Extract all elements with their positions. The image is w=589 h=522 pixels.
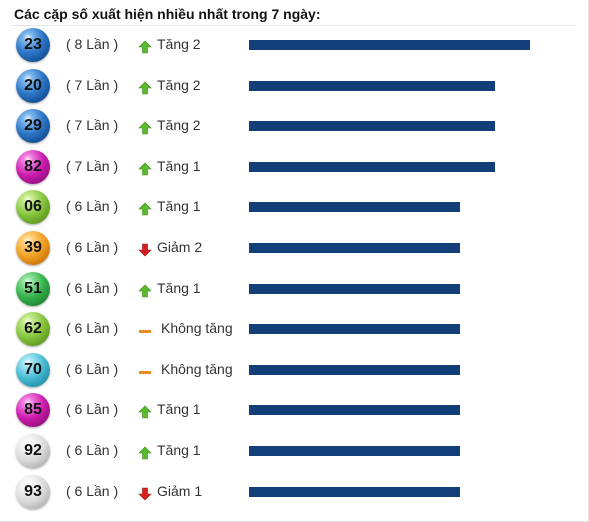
arrow-up-icon — [138, 405, 152, 419]
trend-label: Tăng 1 — [157, 198, 201, 215]
panel-title: Các cặp số xuất hiện nhiều nhất trong 7 … — [14, 6, 321, 22]
frequency-bar — [249, 446, 460, 456]
trend-label: Giảm 2 — [157, 239, 203, 255]
trend-label: Không tăng — [161, 320, 233, 337]
pair-row: 06 ( 6 Lần ) Tăng 1 — [0, 189, 589, 229]
frequency-bar-track — [249, 161, 549, 172]
ball-number: 92 — [24, 442, 42, 459]
occurrence-count: ( 6 Lần ) — [66, 442, 119, 458]
frequency-bar-track — [249, 283, 549, 294]
occurrence-count: ( 6 Lần ) — [66, 320, 119, 337]
pair-row: 93 ( 6 Lần ) Giảm 1 — [0, 474, 589, 514]
number-ball-62[interactable]: 62 — [16, 312, 50, 347]
occurrence-count: ( 7 Lần ) — [66, 157, 119, 174]
number-ball-92[interactable]: 92 — [16, 434, 50, 468]
arrow-up-icon — [138, 81, 152, 94]
frequency-bar — [249, 243, 460, 253]
frequency-bar-track — [249, 446, 549, 456]
frequency-bar — [249, 202, 460, 213]
pair-row: 70 ( 6 Lần ) Không tăng — [0, 352, 589, 392]
arrow-up-icon — [138, 446, 152, 460]
pair-row: 23 ( 8 Lần ) Tăng 2 — [0, 27, 589, 67]
occurrence-count: ( 6 Lần ) — [66, 360, 119, 377]
ball-number: 39 — [24, 239, 42, 256]
frequency-bar-track — [249, 364, 549, 375]
arrow-down-icon — [138, 243, 152, 257]
ball-number: 82 — [24, 157, 42, 175]
trend-label: Tăng 2 — [157, 117, 201, 134]
pair-row: 92 ( 6 Lần ) Tăng 1 — [0, 433, 589, 473]
frequency-bar-track — [249, 405, 549, 416]
occurrence-count: ( 7 Lần ) — [66, 76, 119, 93]
frequency-bar — [249, 405, 460, 416]
pair-row: 62 ( 6 Lần ) Không tăng — [0, 311, 589, 351]
ball-number: 29 — [24, 117, 42, 135]
pair-row: 85 ( 6 Lần ) Tăng 1 — [0, 392, 589, 432]
number-ball-85[interactable]: 85 — [16, 393, 50, 428]
number-ball-70[interactable]: 70 — [16, 352, 50, 387]
trend-label: Tăng 2 — [157, 36, 201, 52]
trend-label: Tăng 1 — [157, 401, 201, 418]
occurrence-count: ( 6 Lần ) — [66, 279, 119, 296]
frequency-bar-track — [249, 80, 549, 91]
arrow-up-icon — [138, 40, 152, 54]
ball-number: 62 — [24, 320, 42, 338]
frequency-bar — [249, 283, 460, 294]
number-ball-06[interactable]: 06 — [16, 190, 50, 225]
frequency-bar-track — [249, 243, 549, 253]
arrow-up-icon — [138, 121, 152, 135]
trend-label: Giảm 1 — [157, 482, 203, 499]
arrow-up-icon — [138, 284, 152, 297]
frequency-bar — [249, 121, 495, 132]
occurrence-count: ( 8 Lần ) — [66, 36, 119, 52]
ball-number: 23 — [24, 36, 42, 53]
number-ball-23[interactable]: 23 — [16, 28, 50, 62]
frequency-bar — [249, 80, 495, 91]
dash-icon — [139, 370, 151, 374]
frequency-bar-track — [249, 40, 549, 50]
arrow-down-icon — [138, 487, 152, 501]
number-ball-29[interactable]: 29 — [16, 109, 50, 144]
occurrence-count: ( 7 Lần ) — [66, 117, 119, 134]
frequency-bar — [249, 324, 460, 335]
trend-label: Tăng 1 — [157, 157, 201, 174]
frequency-bar-track — [249, 121, 549, 132]
trend-label: Tăng 1 — [157, 442, 201, 458]
ball-number: 93 — [24, 482, 42, 500]
arrow-up-icon — [138, 202, 152, 216]
frequency-bar-track — [249, 324, 549, 335]
ball-number: 70 — [24, 360, 42, 378]
arrow-up-icon — [138, 162, 152, 176]
frequency-bar-track — [249, 486, 549, 497]
occurrence-count: ( 6 Lần ) — [66, 239, 119, 255]
occurrence-count: ( 6 Lần ) — [66, 401, 119, 418]
title-divider — [12, 25, 576, 26]
ball-number: 85 — [24, 401, 42, 419]
trend-label: Không tăng — [161, 360, 233, 377]
number-ball-51[interactable]: 51 — [16, 271, 50, 306]
pair-row: 39 ( 6 Lần ) Giảm 2 — [0, 230, 589, 270]
frequency-bar — [249, 364, 460, 375]
occurrence-count: ( 6 Lần ) — [66, 482, 119, 499]
trend-label: Tăng 1 — [157, 279, 201, 296]
pair-row: 29 ( 7 Lần ) Tăng 2 — [0, 108, 589, 148]
pair-row: 20 ( 7 Lần ) Tăng 2 — [0, 68, 589, 108]
frequency-bar — [249, 486, 460, 497]
occurrence-count: ( 6 Lần ) — [66, 198, 119, 215]
pair-row: 82 ( 7 Lần ) Tăng 1 — [0, 149, 589, 189]
frequency-bar — [249, 40, 530, 50]
dash-icon — [139, 330, 151, 334]
ball-number: 20 — [24, 76, 42, 94]
number-ball-20[interactable]: 20 — [16, 68, 50, 103]
ball-number: 06 — [24, 198, 42, 216]
number-ball-93[interactable]: 93 — [16, 474, 50, 509]
trend-label: Tăng 2 — [157, 76, 201, 93]
frequency-bar-track — [249, 202, 549, 213]
number-ball-82[interactable]: 82 — [16, 149, 50, 184]
ball-number: 51 — [24, 279, 42, 297]
number-ball-39[interactable]: 39 — [16, 231, 50, 265]
pair-row: 51 ( 6 Lần ) Tăng 1 — [0, 271, 589, 311]
frequency-bar — [249, 161, 495, 172]
